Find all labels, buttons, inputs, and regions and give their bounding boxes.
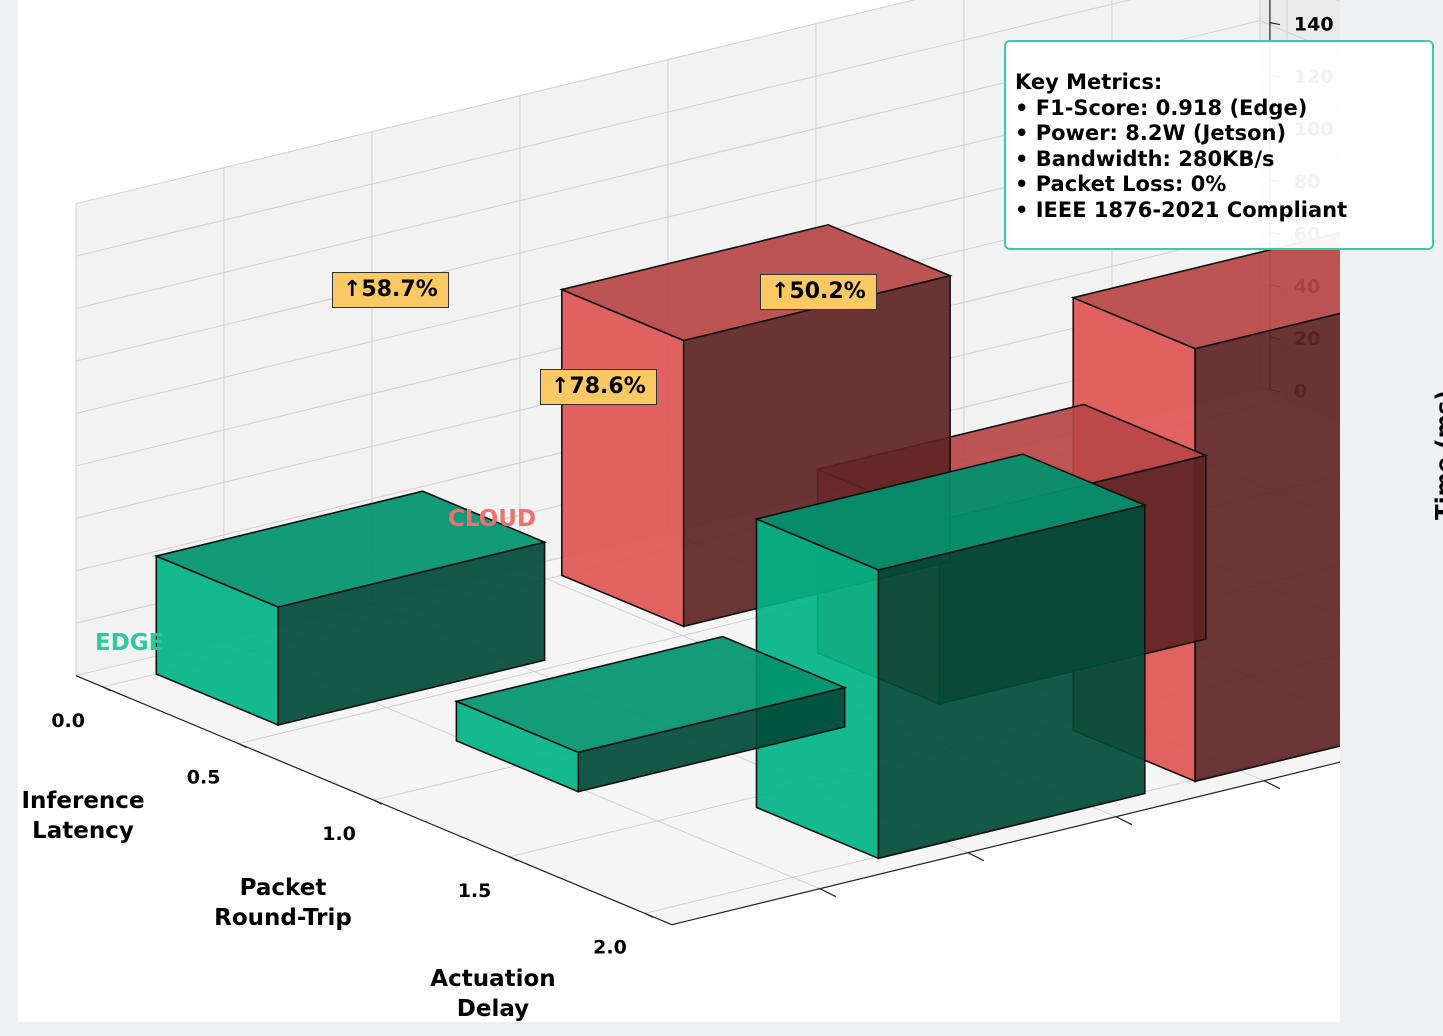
y-tick — [967, 852, 985, 862]
x-tick-label: 0.0 — [51, 710, 85, 732]
improvement-badge-actuation: ↑50.2% — [760, 274, 877, 310]
bar-face-top — [153, 490, 548, 608]
metrics-title: Key Metrics: — [1015, 70, 1163, 94]
x-tick-label: 1.0 — [322, 823, 356, 845]
group-label-cloud: CLOUD — [448, 506, 537, 532]
bar-face-top — [753, 453, 1148, 571]
metric-item: • Packet Loss: 0% — [1015, 172, 1227, 197]
bar-face-top — [1070, 232, 1340, 350]
metric-item: • F1-Score: 0.918 (Edge) — [1015, 95, 1308, 120]
bar-face-top — [559, 223, 953, 342]
x-tick — [238, 743, 247, 749]
x-tick-label: 0.5 — [187, 767, 221, 789]
z-axis-label-clip: Time (ms) — [1340, 0, 1443, 1036]
key-metrics-box: Key Metrics: • F1-Score: 0.918 (Edge) • … — [1004, 40, 1434, 250]
bar-face-right — [1194, 312, 1340, 783]
improvement-badge-inference: ↑58.7% — [332, 272, 449, 308]
improvement-badge-roundtrip: ↑78.6% — [540, 369, 657, 405]
metric-item: • Power: 8.2W (Jetson) — [1015, 121, 1287, 146]
axis-title-packet-round-trip: Packet Round-Trip — [214, 875, 352, 931]
z-tick-label: 140 — [1294, 14, 1334, 36]
group-label-edge: EDGE — [95, 630, 165, 656]
y-tick — [1115, 816, 1133, 826]
z-axis-label: Time (ms) — [1432, 390, 1443, 520]
x-tick-label: 1.5 — [458, 880, 492, 902]
x-tick — [644, 912, 654, 918]
x-tick — [509, 856, 518, 862]
x-tick — [373, 799, 383, 805]
metric-item: • IEEE 1876-2021 Compliant — [1015, 197, 1348, 222]
bar-face-left — [560, 288, 685, 628]
x-tick — [102, 686, 112, 692]
x-tick-label: 2.0 — [593, 936, 627, 958]
axis-title-inference-latency: Inference Latency — [21, 788, 145, 844]
axis-title-actuation-delay: Actuation Delay — [430, 966, 556, 1022]
bar-face-top — [453, 635, 848, 754]
y-tick — [1263, 780, 1281, 790]
metric-item: • Bandwidth: 280KB/s — [1015, 146, 1275, 171]
z-tick — [1269, 21, 1281, 26]
y-tick — [819, 888, 837, 898]
